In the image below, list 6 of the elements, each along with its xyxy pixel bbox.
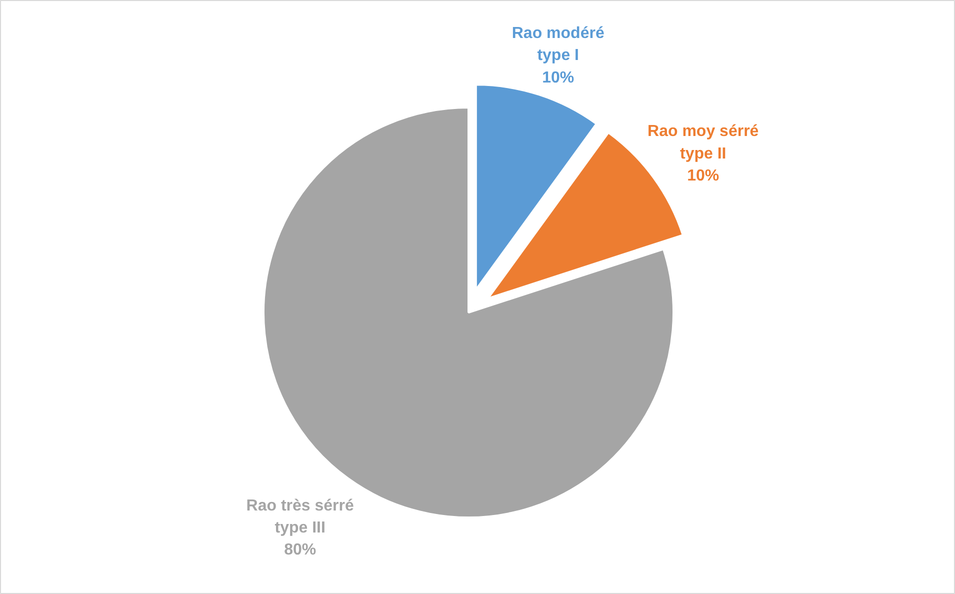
slice-label: Rao modéré type I xyxy=(512,25,604,64)
data-label: 80% xyxy=(284,542,316,559)
slice-label: Rao très sérré type III xyxy=(246,498,354,537)
data-label: 10% xyxy=(542,69,574,86)
data-label: 10% xyxy=(687,167,720,184)
slice-label: Rao moy sérré type II xyxy=(648,123,759,162)
